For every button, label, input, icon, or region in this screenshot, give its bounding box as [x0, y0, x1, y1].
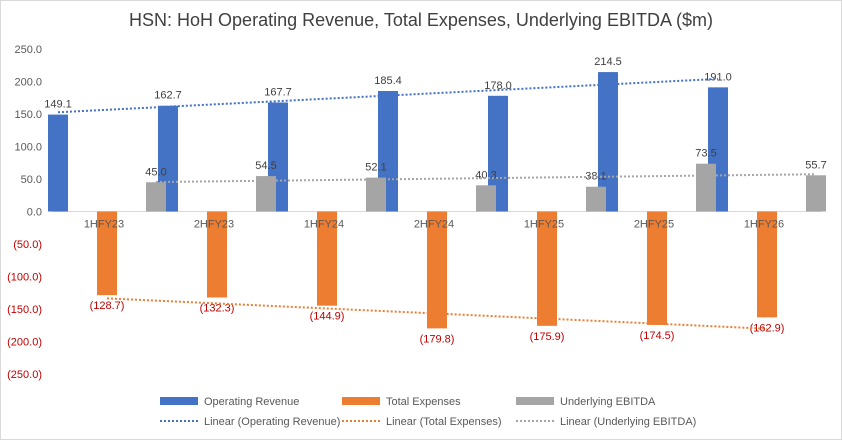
bar-total-expenses: [427, 211, 447, 329]
data-label: 55.7: [805, 159, 826, 171]
legend-label: Underlying EBITDA: [560, 396, 656, 408]
legend-swatch: [516, 397, 554, 405]
data-label: 45.0: [145, 166, 166, 178]
data-label: 214.5: [594, 56, 622, 68]
data-label: (175.9): [530, 331, 565, 343]
data-label: (132.3): [200, 302, 235, 314]
x-tick-label: 1HFY24: [304, 219, 344, 231]
bar-underlying-ebitda: [586, 186, 606, 212]
y-tick-label: 200.0: [14, 77, 42, 89]
data-label: 191.0: [704, 71, 732, 83]
x-tick-label: 1HFY26: [744, 219, 784, 231]
legend-label: Operating Revenue: [204, 396, 299, 408]
data-label: 185.4: [374, 75, 402, 87]
bar-operating-revenue: [48, 114, 68, 212]
bar-underlying-ebitda: [256, 176, 276, 212]
x-tick-label: 1HFY23: [84, 219, 124, 231]
data-label: 167.7: [264, 86, 292, 98]
data-label: 40.3: [475, 169, 496, 181]
legend-label: Linear (Operating Revenue): [204, 416, 340, 428]
data-label: 54.5: [255, 160, 276, 172]
data-label: (128.7): [90, 300, 125, 312]
x-tick-label: 2HFY24: [414, 219, 454, 231]
y-tick-label: (150.0): [7, 304, 42, 316]
y-tick-label: (200.0): [7, 337, 42, 349]
y-tick-label: (250.0): [7, 369, 42, 381]
legend-label: Linear (Total Expenses): [386, 416, 502, 428]
bar-operating-revenue: [488, 95, 508, 212]
data-label: 162.7: [154, 90, 182, 102]
bar-total-expenses: [317, 211, 337, 306]
bar-total-expenses: [207, 211, 227, 298]
bar-total-expenses: [647, 211, 667, 325]
legend-swatch: [342, 397, 380, 405]
y-tick-label: (100.0): [7, 272, 42, 284]
data-label: 73.5: [695, 148, 716, 160]
y-tick-label: 50.0: [21, 174, 42, 186]
data-label: (144.9): [310, 311, 345, 323]
x-tick-label: 2HFY25: [634, 219, 674, 231]
y-tick-label: 150.0: [14, 109, 42, 121]
bar-underlying-ebitda: [366, 177, 386, 212]
y-tick-label: 0.0: [27, 207, 42, 219]
data-label: (179.8): [420, 333, 455, 345]
bar-underlying-ebitda: [476, 185, 496, 212]
bar-total-expenses: [537, 211, 557, 326]
bar-total-expenses: [757, 211, 777, 318]
data-label: (174.5): [640, 330, 675, 342]
y-tick-label: 100.0: [14, 142, 42, 154]
bar-underlying-ebitda: [806, 175, 826, 212]
data-label: 178.0: [484, 80, 512, 92]
y-tick-label: (50.0): [13, 239, 42, 251]
data-label: 52.1: [365, 162, 386, 174]
x-tick-label: 2HFY23: [194, 219, 234, 231]
bar-underlying-ebitda: [696, 163, 716, 212]
legend-swatch: [160, 397, 198, 405]
y-tick-label: 250.0: [14, 44, 42, 56]
data-label: 149.1: [44, 99, 72, 111]
legend-label: Total Expenses: [386, 396, 461, 408]
legend-label: Linear (Underlying EBITDA): [560, 416, 696, 428]
bar-underlying-ebitda: [146, 182, 166, 212]
x-tick-label: 1HFY25: [524, 219, 564, 231]
bar-total-expenses: [97, 211, 117, 296]
chart-title: HSN: HoH Operating Revenue, Total Expens…: [129, 10, 713, 30]
